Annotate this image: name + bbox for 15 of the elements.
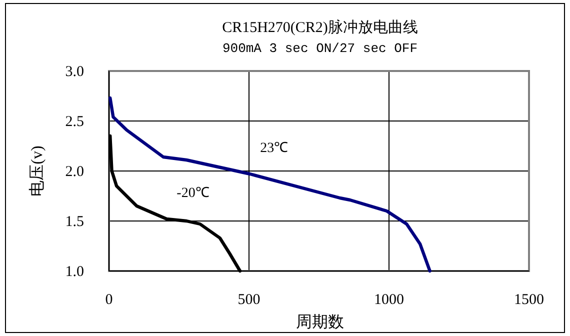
y-tick-label: 3.0 [65, 64, 84, 80]
series-label: -20℃ [176, 186, 210, 201]
chart-title: CR15H270(CR2)脉冲放电曲线 [222, 19, 418, 36]
series-label: 23℃ [260, 141, 288, 156]
y-tick-label: 2.5 [65, 114, 84, 130]
x-tick-label: 1500 [514, 292, 544, 308]
x-tick-label: 1000 [374, 292, 404, 308]
y-axis-title: 电压(v) [28, 146, 46, 196]
x-tick-label: 500 [238, 292, 260, 308]
x-axis-title: 周期数 [296, 313, 344, 331]
y-tick-label: 2.0 [65, 164, 84, 180]
y-tick-label: 1.0 [65, 264, 84, 280]
x-tick-label: 0 [105, 292, 113, 308]
y-tick-label: 1.5 [65, 214, 84, 230]
chart-subtitle: 900mA 3 sec ON/27 sec OFF [222, 41, 418, 56]
